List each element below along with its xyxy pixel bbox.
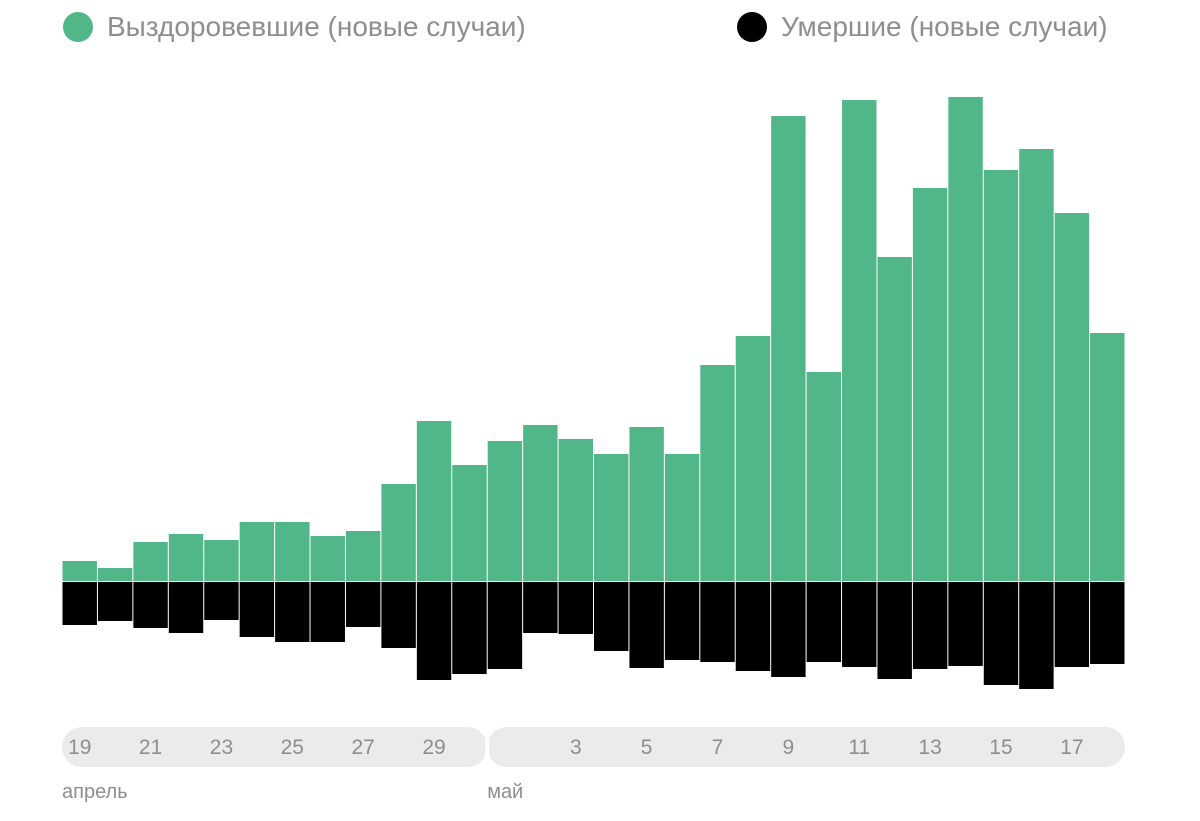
deaths-bar: [594, 582, 629, 651]
deaths-bar: [204, 582, 239, 620]
deaths-bar: [842, 582, 877, 667]
deaths-bar: [664, 582, 700, 660]
x-tick-label: 25: [281, 736, 304, 759]
deaths-bar: [1054, 582, 1090, 667]
deaths-bar: [97, 582, 133, 621]
x-tick-label: 27: [352, 736, 375, 759]
x-tick-label: 7: [712, 736, 724, 759]
month-label: апрель: [62, 781, 128, 803]
legend-label-recovered: Выздоровевшие (новые случаи): [107, 11, 526, 42]
recovered-bar: [735, 336, 771, 581]
deaths-bar: [62, 582, 97, 625]
deaths-bar: [452, 582, 487, 674]
recovered-bar: [62, 561, 97, 581]
deaths-bar: [239, 582, 275, 637]
recovered-bar: [629, 427, 664, 581]
recovered-bar: [168, 534, 204, 581]
recovered-bar: [452, 465, 487, 581]
recovered-bar: [1019, 149, 1054, 581]
x-axis: апрель май 19 21 23 25 27 29 3 5 7 9 11 13 15 17: [62, 727, 1125, 803]
deaths-bar: [487, 582, 523, 669]
x-tick-label: 29: [422, 736, 445, 759]
recovered-bar: [133, 542, 168, 581]
x-tick-label: 11: [848, 736, 870, 759]
recovered-bar: [877, 257, 912, 581]
recovered-bar: [523, 425, 558, 581]
month-separator: [485, 727, 490, 767]
legend-label-deaths: Умершие (новые случаи): [781, 11, 1108, 42]
legend-marker-recovered: [63, 12, 93, 42]
deaths-bar: [310, 582, 345, 642]
deaths-bar: [1019, 582, 1054, 689]
x-tick-label: 5: [641, 736, 653, 759]
month-band: [487, 727, 1125, 767]
recovered-bar: [310, 536, 345, 581]
x-tick-label: 17: [1060, 736, 1083, 759]
recovered-bar: [381, 484, 416, 581]
deaths-bar: [275, 582, 310, 642]
recovered-bar: [842, 100, 877, 581]
deaths-bar: [877, 582, 912, 679]
x-tick-label: 9: [783, 736, 795, 759]
x-tick-label: 3: [570, 736, 582, 759]
deaths-bar: [133, 582, 168, 628]
deaths-bar: [629, 582, 664, 668]
deaths-bar: [1090, 582, 1125, 664]
deaths-bar: [983, 582, 1019, 685]
month-band: [62, 727, 488, 767]
x-tick-label: 19: [68, 736, 91, 759]
recovered-bar: [664, 454, 700, 581]
deaths-bar: [558, 582, 593, 634]
deaths-bar: [948, 582, 983, 666]
deaths-bars: [62, 582, 1125, 689]
deaths-bar: [168, 582, 204, 633]
deaths-bar: [735, 582, 771, 671]
recovered-bar: [806, 372, 842, 581]
legend: Выздоровевшие (новые случаи) Умершие (нов…: [63, 11, 1108, 42]
deaths-bar: [912, 582, 948, 669]
recovered-bar: [204, 540, 239, 581]
deaths-bar: [806, 582, 842, 662]
recovered-bar: [983, 170, 1019, 581]
deaths-bar: [416, 582, 452, 680]
recovered-bar: [700, 365, 735, 581]
recovered-bars: [62, 97, 1125, 581]
month-label: май: [487, 781, 523, 803]
recovered-bar: [912, 188, 948, 581]
deaths-bar: [771, 582, 806, 677]
recovered-bar: [239, 522, 275, 581]
deaths-bar: [381, 582, 416, 648]
deaths-bar: [700, 582, 735, 662]
recovered-bar: [594, 454, 629, 581]
deaths-bar: [345, 582, 381, 627]
recovered-bar: [771, 116, 806, 581]
recovered-bar: [1090, 333, 1125, 581]
recovered-bar: [416, 421, 452, 581]
recovered-bar: [275, 522, 310, 581]
deaths-bar: [523, 582, 558, 633]
recovered-bar: [1054, 213, 1090, 581]
recovered-bar: [345, 531, 381, 581]
x-tick-label: 15: [989, 736, 1012, 759]
x-tick-label: 21: [139, 736, 162, 759]
recovered-bar: [948, 97, 983, 581]
recovered-bar: [487, 441, 523, 581]
x-tick-label: 23: [210, 736, 233, 759]
x-tick-label: 13: [918, 736, 941, 759]
legend-marker-deaths: [737, 12, 767, 42]
recovered-bar: [97, 568, 133, 581]
recovered-bar: [558, 439, 593, 581]
